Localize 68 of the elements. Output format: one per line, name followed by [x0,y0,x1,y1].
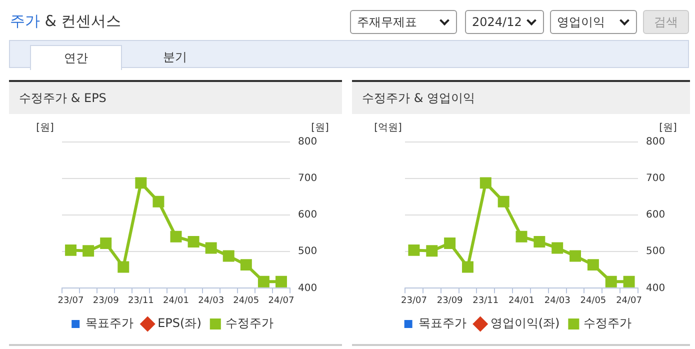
metric-dropdown[interactable]: 영업이익 [550,10,637,34]
chart-title: 수정주가 & EPS [9,82,342,114]
point [188,236,200,248]
point [408,244,420,256]
point [605,276,617,288]
point [570,250,582,262]
point [118,261,130,273]
y-axis-title: [원] [36,122,54,134]
legend-label: 목표주가 [418,316,466,330]
legend-label: 수정주가 [584,316,632,330]
legend-label: EPS(좌) [158,316,202,330]
y2-tick-label: 800 [298,136,318,148]
point [426,245,438,257]
point [205,242,217,254]
y2-tick-label: 600 [298,210,318,221]
period-dropdown[interactable]: 2024/12 [465,10,544,34]
point [623,276,635,288]
annual-tab[interactable]: 연간 [30,45,122,70]
legend-label: 수정주가 [225,316,274,330]
x-tick-label: 23/09 [436,296,464,306]
x-tick-label: 23/07 [400,296,427,306]
point [516,230,528,242]
x-tick-label: 23/11 [128,296,154,306]
statement-dropdown[interactable]: 주재무제표 [350,10,457,34]
point [170,230,182,242]
point [222,250,234,262]
point [135,177,147,189]
point [587,259,599,271]
x-tick-label: 24/05 [580,296,606,306]
y2-tick-label: 500 [646,246,666,258]
point [240,259,252,271]
quarter-tab[interactable]: 분기 [130,45,220,69]
y2-axis-title: [원] [659,122,677,134]
y2-tick-label: 400 [298,282,318,294]
x-tick-label: 24/07 [616,296,642,306]
point [82,245,94,257]
y2-tick-label: 800 [646,136,666,148]
point [100,238,112,249]
legend-label: 영업이익(좌) [490,316,560,330]
point [275,276,287,288]
y2-tick-label: 700 [646,173,666,184]
point [444,238,456,249]
x-tick-label: 24/03 [198,296,224,306]
point [258,276,270,288]
y2-tick-label: 500 [298,246,318,258]
point [552,242,564,254]
y2-axis-title: [원] [311,122,329,134]
x-tick-label: 24/01 [163,296,189,306]
legend-label: 목표주가 [86,316,134,330]
x-tick-label: 23/07 [58,296,84,306]
x-tick-label: 23/09 [92,296,120,306]
point [534,236,546,248]
chart-title: 수정주가 & 영업이익 [352,82,690,114]
x-tick-label: 24/01 [508,296,534,306]
x-tick-label: 24/03 [544,296,570,306]
x-tick-label: 24/07 [268,296,294,306]
x-tick-label: 23/11 [472,296,499,306]
x-tick-label: 24/05 [233,296,260,306]
point [498,196,510,208]
y2-tick-label: 700 [298,173,318,184]
y2-tick-label: 400 [646,282,666,294]
point [65,244,77,256]
y2-tick-label: 600 [646,210,666,221]
point [152,196,164,208]
point [462,261,474,273]
y-axis-title: [억원] [374,122,402,134]
text: 주가 & 컨센서스 [10,12,122,30]
point [480,177,492,189]
